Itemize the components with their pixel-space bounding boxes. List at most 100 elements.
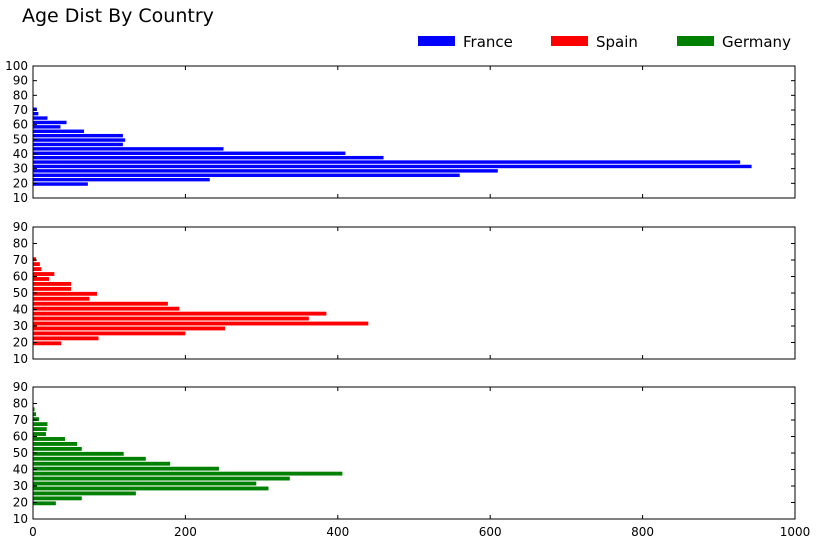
chart-panels: 1020304050607080901001020304050607080901…	[5, 59, 810, 539]
bar-spain-66	[33, 262, 40, 267]
bar-germany-42	[33, 461, 171, 466]
bar-spain-60	[33, 272, 55, 276]
y-tick-label: 90	[13, 220, 28, 234]
bar-spain-51	[33, 286, 72, 291]
bar-germany-30	[33, 481, 257, 486]
x-tick-label: 400	[326, 525, 349, 539]
bar-france-54	[33, 129, 85, 133]
bar-germany-39	[33, 466, 219, 471]
bar-france-18	[33, 182, 88, 186]
chart-title: Age Dist By Country	[22, 5, 214, 27]
x-tick-label: 1000	[780, 525, 811, 539]
bar-france-60	[33, 120, 67, 125]
panel-germany: 10 20 30 40 50 60 70 80 90 0 200 400 600 800 1000	[13, 380, 811, 539]
bar-germany-45	[33, 456, 146, 461]
y-tick-label: 30	[13, 319, 28, 333]
bar-france-51	[33, 133, 123, 138]
bar-france-33	[33, 160, 741, 164]
bar-germany-21	[33, 496, 82, 501]
bar-germany-48	[33, 451, 124, 456]
bar-spain-27	[33, 326, 226, 331]
y-tick-label: 60	[13, 430, 28, 444]
y-tick-label: 100	[5, 59, 28, 73]
panel-frame	[32, 386, 796, 520]
y-tick-label: 30	[13, 479, 28, 493]
bar-spain-24	[33, 331, 186, 336]
y-tick-label: 40	[13, 147, 28, 161]
bar-france-45	[33, 142, 123, 147]
bar-france-42	[33, 147, 224, 151]
bar-spain-42	[33, 301, 168, 306]
bar-germany-27	[33, 486, 269, 491]
bar-spain-54	[33, 281, 72, 286]
y-tick-label: 90	[13, 380, 28, 394]
x-tick-label: 200	[174, 525, 197, 539]
bar-france-57	[33, 125, 61, 129]
bar-germany-75	[33, 407, 35, 412]
bar-germany-63	[33, 427, 47, 431]
bar-spain-57	[33, 277, 49, 281]
bar-spain-48	[33, 291, 98, 296]
bar-spain-45	[33, 296, 90, 301]
bar-germany-57	[33, 437, 65, 441]
bar-france-69	[33, 107, 37, 111]
x-tick-label: 0	[29, 525, 37, 539]
bar-germany-54	[33, 441, 78, 446]
bar-germany-33	[33, 476, 290, 481]
y-tick-label: 40	[13, 463, 28, 477]
y-tick-label: 10	[13, 352, 28, 366]
bar-france-36	[33, 155, 384, 160]
y-tick-label: 80	[13, 237, 28, 251]
y-tick-label: 60	[13, 270, 28, 284]
bar-germany-18	[33, 501, 56, 506]
bar-spain-63	[33, 267, 42, 271]
y-tick-label: 80	[13, 397, 28, 411]
bar-germany-36	[33, 471, 343, 476]
y-tick-label: 50	[13, 446, 28, 460]
bar-spain-18	[33, 341, 62, 346]
y-tick-label: 20	[13, 176, 28, 190]
bar-germany-66	[33, 422, 48, 427]
y-tick-label: 30	[13, 162, 28, 176]
legend-swatch-germany	[677, 36, 714, 46]
legend: France Spain Germany	[418, 33, 791, 51]
y-tick-label: 90	[13, 74, 28, 88]
y-tick-label: 60	[13, 118, 28, 132]
y-tick-label: 80	[13, 88, 28, 102]
bar-germany-69	[33, 417, 40, 422]
y-tick-label: 20	[13, 496, 28, 510]
bar-france-21	[33, 177, 210, 182]
panel-spain: 10 20 30 40 50 60 70 80 90	[13, 220, 796, 366]
bar-spain-36	[33, 311, 327, 316]
bar-spain-30	[33, 321, 369, 326]
bar-france-27	[33, 169, 498, 173]
bar-spain-33	[33, 316, 309, 321]
y-tick-label: 10	[13, 191, 28, 205]
bar-germany-51	[33, 446, 82, 451]
bar-spain-39	[33, 306, 180, 311]
legend-label-france: France	[463, 33, 513, 51]
y-tick-label: 40	[13, 303, 28, 317]
bar-france-66	[33, 111, 39, 116]
panel-frame	[32, 226, 796, 360]
legend-swatch-france	[418, 36, 455, 46]
bar-france-30	[33, 164, 752, 169]
legend-swatch-spain	[551, 36, 588, 46]
panel-frame	[32, 65, 796, 199]
y-tick-label: 70	[13, 413, 28, 427]
bar-france-39	[33, 151, 346, 155]
bar-france-24	[33, 173, 460, 177]
y-tick-label: 20	[13, 336, 28, 350]
bar-france-63	[33, 116, 48, 120]
y-tick-label: 70	[13, 103, 28, 117]
bar-germany-60	[33, 432, 46, 436]
y-tick-label: 70	[13, 253, 28, 267]
bar-spain-21	[33, 336, 99, 341]
legend-label-germany: Germany	[722, 33, 791, 51]
y-tick-label: 50	[13, 132, 28, 146]
bar-spain-69	[33, 257, 37, 262]
bar-germany-24	[33, 491, 136, 496]
y-tick-label: 10	[13, 512, 28, 526]
